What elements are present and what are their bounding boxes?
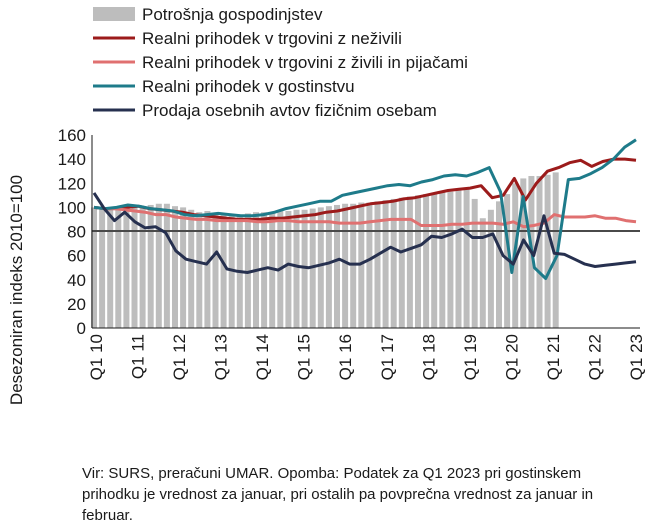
bar bbox=[463, 189, 470, 328]
y-tick-label: 80 bbox=[67, 223, 86, 242]
legend-label: Realni prihodek v trgovini z živili in p… bbox=[142, 53, 468, 72]
legend-label: Realni prihodek v trgovini z neživili bbox=[142, 29, 402, 48]
bar bbox=[496, 201, 502, 328]
bar bbox=[536, 176, 543, 328]
legend: Potrošnja gospodinjstev Realni prihodek v… bbox=[93, 5, 468, 120]
bar bbox=[342, 203, 349, 328]
y-tick-label: 60 bbox=[67, 247, 86, 266]
bar bbox=[91, 207, 97, 328]
bar bbox=[99, 207, 106, 328]
x-tick-label: Q1 23 bbox=[627, 334, 646, 380]
bar bbox=[431, 192, 438, 328]
x-tick-label: Q1 19 bbox=[461, 334, 480, 380]
bar bbox=[325, 206, 332, 328]
legend-label: Realni prihodek v gostinstvu bbox=[142, 77, 355, 96]
bar bbox=[107, 207, 114, 328]
legend-label: Prodaja osebnih avtov fizičnim osebam bbox=[142, 101, 437, 120]
x-tick-label: Q1 18 bbox=[419, 334, 438, 380]
bar bbox=[204, 210, 211, 328]
bar bbox=[423, 194, 430, 328]
x-tick-label: Q1 21 bbox=[544, 334, 563, 380]
bar bbox=[447, 191, 454, 328]
x-tick-label: Q1 10 bbox=[87, 334, 106, 380]
y-tick-label: 160 bbox=[58, 126, 86, 145]
legend-label: Potrošnja gospodinjstev bbox=[142, 5, 323, 24]
bar bbox=[301, 209, 308, 328]
bar bbox=[147, 204, 154, 328]
bar bbox=[544, 174, 551, 328]
y-tick-label: 20 bbox=[67, 295, 86, 314]
x-tick-label: Q1 11 bbox=[129, 334, 148, 379]
x-tick-label: Q1 16 bbox=[336, 334, 355, 380]
y-axis-label: Desezoniran indeks 2010=100 bbox=[7, 175, 26, 405]
chart: Potrošnja gospodinjstev Realni prihodek v… bbox=[7, 5, 646, 405]
bar bbox=[212, 213, 219, 328]
bar bbox=[374, 201, 381, 328]
bar bbox=[172, 206, 178, 328]
bar bbox=[180, 207, 187, 328]
bar bbox=[163, 203, 170, 328]
series-line-3 bbox=[93, 138, 637, 280]
x-tick-label: Q1 13 bbox=[212, 334, 231, 380]
bar bbox=[552, 172, 559, 328]
bar bbox=[398, 197, 405, 328]
series-line-4 bbox=[92, 192, 637, 274]
bar bbox=[471, 198, 478, 328]
bar bbox=[406, 196, 413, 328]
y-tick-label: 100 bbox=[58, 198, 86, 217]
bar bbox=[285, 210, 292, 328]
line-series bbox=[92, 138, 637, 280]
bar bbox=[228, 215, 235, 328]
bar bbox=[188, 209, 195, 328]
x-tick-label: Q1 15 bbox=[295, 334, 314, 380]
bar bbox=[487, 209, 494, 328]
bar bbox=[196, 212, 203, 328]
bar bbox=[504, 194, 511, 328]
bar bbox=[131, 206, 138, 328]
y-tick-label: 0 bbox=[77, 319, 86, 338]
bar bbox=[350, 203, 357, 328]
bar bbox=[455, 190, 462, 328]
y-tick-label: 140 bbox=[58, 150, 86, 169]
bar bbox=[220, 214, 227, 328]
bar bbox=[439, 191, 446, 328]
x-tick-label: Q1 17 bbox=[378, 334, 397, 380]
bar bbox=[123, 206, 130, 328]
bar bbox=[415, 195, 421, 328]
bar bbox=[390, 198, 397, 328]
source-note: Vir: SURS, preračuni UMAR. Opomba: Podat… bbox=[82, 465, 594, 524]
bar bbox=[479, 218, 486, 328]
legend-swatch bbox=[93, 7, 135, 21]
bar bbox=[520, 178, 527, 328]
bar bbox=[115, 207, 122, 328]
bar bbox=[244, 213, 251, 328]
bar bbox=[366, 202, 373, 328]
bar bbox=[382, 200, 389, 328]
y-tick-label: 40 bbox=[67, 271, 86, 290]
x-tick-label: Q1 20 bbox=[502, 334, 521, 380]
axes: 0 20 40 60 80 100 120 140 160 Q1 10 Q1 11 Q1 12 Q1 1… bbox=[58, 126, 646, 380]
series-line-1 bbox=[93, 157, 637, 221]
bar bbox=[358, 202, 365, 328]
x-tick-label: Q1 22 bbox=[585, 334, 604, 380]
bar bbox=[317, 207, 324, 328]
bar bbox=[139, 206, 146, 328]
y-tick-label: 120 bbox=[58, 174, 86, 193]
x-tick-label: Q1 12 bbox=[170, 334, 189, 380]
bar bbox=[334, 204, 340, 328]
bar bbox=[293, 209, 300, 328]
bar bbox=[155, 203, 162, 328]
x-tick-label: Q1 14 bbox=[253, 334, 272, 380]
